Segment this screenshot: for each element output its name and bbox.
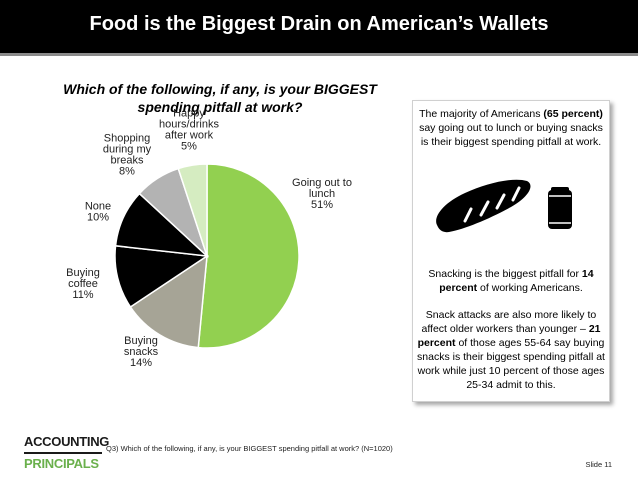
pie-label-line: breaks — [110, 155, 144, 167]
callout-snacking: Snacking is the biggest pitfall for 14 p… — [417, 267, 605, 295]
pie-label-line: hours/drinks — [159, 119, 219, 131]
pie-label-shopping: Shopping during my breaks 8% — [103, 133, 152, 178]
pie-label-line: coffee — [68, 278, 98, 290]
slide-title: Food is the Biggest Drain on American’s … — [89, 13, 549, 35]
pie-slice-happy-hours — [177, 163, 208, 257]
pie-label-line: Buying — [124, 335, 158, 347]
sandwich-icon — [436, 179, 531, 233]
pie-slice-snacks — [129, 254, 208, 349]
logo-line-2: PRINCIPALS — [24, 456, 99, 471]
pie-label-lunch: Going out to lunch 51% — [292, 177, 352, 211]
pie-label-line: Buying — [66, 267, 100, 279]
callout-snack-attacks-text-a: Snack attacks are also more likely to af… — [421, 309, 597, 335]
pie-label-coffee: Buying coffee 11% — [66, 267, 100, 301]
callout-snacking-highlight: 14 percent — [439, 268, 594, 294]
pie-label-line: lunch — [309, 188, 335, 200]
pie-label-line: None — [85, 201, 111, 213]
pie-label-none: None 10% — [85, 201, 111, 224]
pie-label-line: during my — [103, 144, 152, 156]
callout-snacking-text-b: of working Americans. — [477, 282, 583, 294]
pie-label-line: 51% — [311, 199, 333, 211]
logo-line-1: ACCOUNTING — [24, 434, 109, 454]
pie-label-line: 5% — [181, 141, 197, 153]
slide-number: Slide 11 — [585, 460, 612, 469]
callout-snack-attacks: Snack attacks are also more likely to af… — [417, 308, 605, 392]
callout-snacking-text-a: Snacking is the biggest pitfall for — [428, 268, 582, 280]
callout-majority: The majority of Americans (65 percent) s… — [417, 107, 605, 149]
pie-slice-lunch — [197, 163, 300, 349]
accounting-principals-logo: ACCOUNTING PRINCIPALS — [24, 434, 109, 472]
pie-slice-coffee — [114, 244, 210, 309]
callout-snack-attacks-text-b: of those ages 55-64 say buying snacks is… — [417, 337, 605, 391]
callout-majority-text-a: The majority of Americans — [419, 108, 544, 120]
pie-label-snacks: Buying snacks 14% — [124, 335, 159, 369]
pie-label-line: after work — [165, 130, 214, 142]
pie-label-line: 10% — [87, 212, 109, 224]
callout-majority-text-b: say going out to lunch or buying snacks … — [419, 122, 603, 148]
pie-label-line: 14% — [130, 357, 152, 369]
pie-label-happy-hours: Happy hours/drinks after work 5% — [159, 108, 219, 153]
soda-can-icon — [548, 187, 572, 229]
survey-footnote: Q3) Which of the following, if any, is y… — [106, 444, 393, 453]
callout-majority-highlight: (65 percent) — [543, 108, 603, 120]
title-bar: Food is the Biggest Drain on American’s … — [0, 0, 638, 56]
callout-panel: The majority of Americans (65 percent) s… — [412, 100, 610, 402]
pie-label-line: 8% — [119, 166, 135, 178]
callout-snack-attacks-highlight: 21 percent — [417, 323, 601, 349]
chart-question: Which of the following, if any, is your … — [63, 81, 377, 115]
pie-label-line: Going out to — [292, 177, 352, 189]
pie-label-line: Shopping — [104, 133, 151, 145]
pie-label-line: Happy — [173, 108, 205, 120]
pie-label-line: 11% — [72, 289, 93, 301]
pie-label-line: snacks — [124, 346, 159, 358]
